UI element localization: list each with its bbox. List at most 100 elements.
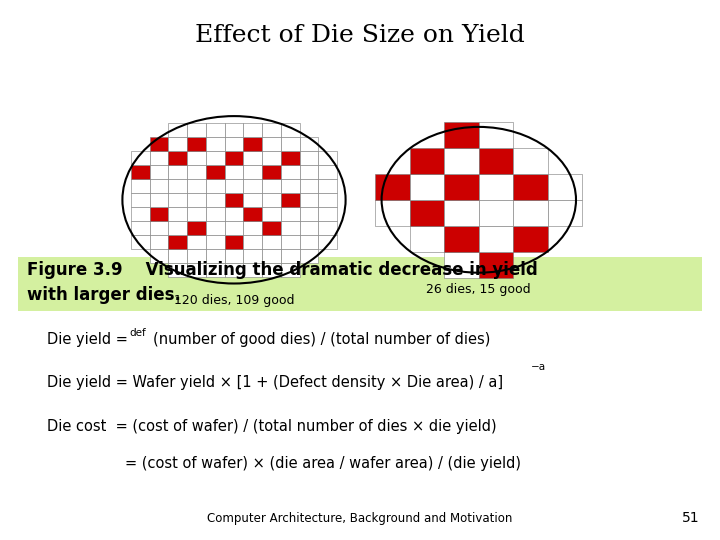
Bar [479, 174, 513, 200]
Bar [187, 193, 206, 207]
Bar [318, 221, 337, 235]
Bar [262, 123, 281, 137]
Bar [206, 249, 225, 263]
Bar [18, 256, 702, 310]
Bar [262, 235, 281, 249]
Text: Computer Architecture, Background and Motivation: Computer Architecture, Background and Mo… [207, 512, 513, 525]
Bar [187, 179, 206, 193]
Bar [262, 193, 281, 207]
Bar [300, 221, 318, 235]
Bar [150, 151, 168, 165]
Bar [479, 148, 513, 174]
Bar [243, 179, 262, 193]
Bar [262, 249, 281, 263]
Bar [444, 148, 479, 174]
Bar [318, 165, 337, 179]
Bar [281, 249, 300, 263]
Bar [262, 221, 281, 235]
Bar [444, 226, 479, 252]
Bar [444, 252, 479, 278]
Bar [281, 137, 300, 151]
Bar [131, 151, 150, 165]
Text: with larger dies.: with larger dies. [27, 286, 181, 304]
Bar [410, 226, 444, 252]
Text: (number of good dies) / (total number of dies): (number of good dies) / (total number of… [153, 332, 491, 347]
Bar [548, 200, 582, 226]
Bar [206, 123, 225, 137]
Bar [513, 148, 548, 174]
Bar [318, 193, 337, 207]
Bar [300, 249, 318, 263]
Bar [206, 151, 225, 165]
Bar [131, 193, 150, 207]
Bar [168, 179, 187, 193]
Bar [187, 249, 206, 263]
Bar [168, 137, 187, 151]
Bar [131, 165, 150, 179]
Bar [243, 165, 262, 179]
Bar [150, 221, 168, 235]
Bar [150, 235, 168, 249]
Bar [168, 249, 187, 263]
Bar [150, 249, 168, 263]
Bar [262, 151, 281, 165]
Bar [262, 165, 281, 179]
Bar [243, 123, 262, 137]
Bar [150, 165, 168, 179]
Bar [131, 235, 150, 249]
Bar [206, 137, 225, 151]
Bar [300, 235, 318, 249]
Bar [150, 193, 168, 207]
Bar [281, 207, 300, 221]
Bar [187, 263, 206, 277]
Text: Die cost  = (cost of wafer) / (total number of dies × die yield): Die cost = (cost of wafer) / (total numb… [47, 418, 496, 434]
Bar [513, 174, 548, 200]
Bar [225, 151, 243, 165]
Bar [187, 235, 206, 249]
Bar [168, 151, 187, 165]
Bar [225, 165, 243, 179]
Bar [479, 200, 513, 226]
Bar [206, 165, 225, 179]
Bar [281, 151, 300, 165]
Bar [225, 249, 243, 263]
Bar [479, 226, 513, 252]
Bar [300, 165, 318, 179]
Text: Die yield = Wafer yield × [1 + (Defect density × Die area) / a]: Die yield = Wafer yield × [1 + (Defect d… [47, 375, 503, 390]
Bar [318, 179, 337, 193]
Bar [375, 174, 410, 200]
Bar [513, 226, 548, 252]
Bar [187, 207, 206, 221]
Bar [300, 137, 318, 151]
Text: 51: 51 [683, 511, 700, 525]
Bar [150, 179, 168, 193]
Bar [243, 137, 262, 151]
Text: def: def [130, 328, 146, 338]
Bar [225, 221, 243, 235]
Bar [375, 200, 410, 226]
Bar [206, 235, 225, 249]
Text: Die yield =: Die yield = [47, 332, 127, 347]
Bar [168, 263, 187, 277]
Bar [206, 263, 225, 277]
Bar [444, 122, 479, 148]
Bar [281, 263, 300, 277]
Bar [281, 165, 300, 179]
Bar [410, 200, 444, 226]
Text: −a: −a [531, 362, 546, 372]
Bar [410, 148, 444, 174]
Bar [168, 235, 187, 249]
Bar [243, 221, 262, 235]
Bar [225, 207, 243, 221]
Text: = (cost of wafer) × (die area / wafer area) / (die yield): = (cost of wafer) × (die area / wafer ar… [125, 456, 521, 471]
Bar [225, 123, 243, 137]
Bar [187, 123, 206, 137]
Bar [187, 165, 206, 179]
Bar [300, 207, 318, 221]
Bar [168, 193, 187, 207]
Bar [206, 179, 225, 193]
Bar [444, 174, 479, 200]
Bar [281, 179, 300, 193]
Bar [300, 193, 318, 207]
Bar [281, 221, 300, 235]
